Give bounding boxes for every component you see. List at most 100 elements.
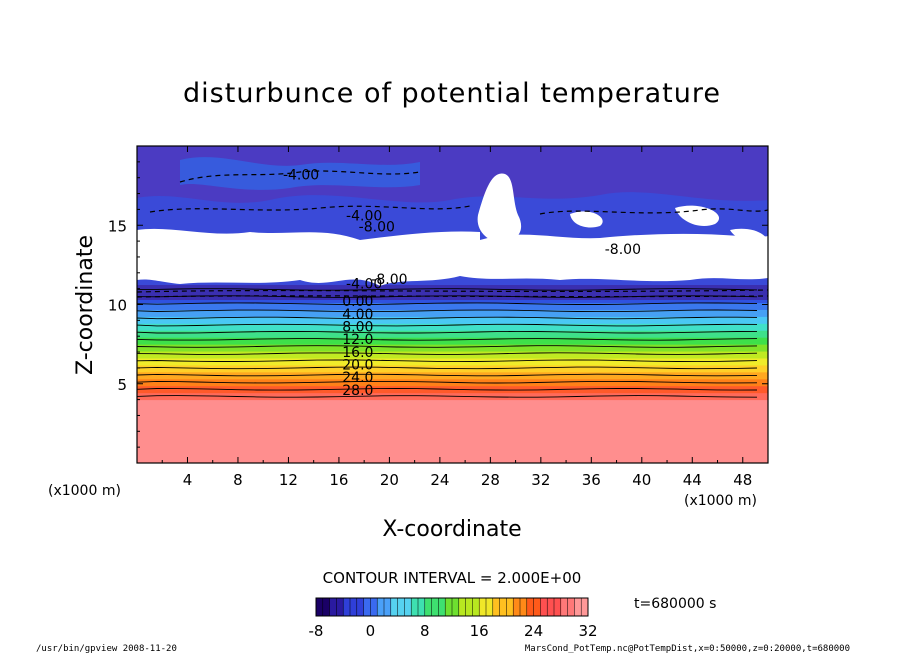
colorbar-tick-label: -8	[309, 622, 324, 640]
colorbar-tick-label: 24	[524, 622, 543, 640]
colorbar-swatch	[431, 598, 439, 616]
colorbar-swatch	[370, 598, 378, 616]
contour-labels: -4.00-4.00-8.00-8.00-8.00-4.000.004.008.…	[283, 167, 641, 399]
contour-label: -8.00	[605, 242, 641, 258]
contour-label: 16.0	[342, 345, 373, 361]
colorbar-swatch	[479, 598, 487, 616]
x-axis-title: X-coordinate	[382, 517, 521, 542]
contour-label: -4.00	[283, 167, 319, 183]
time-label: t=680000 s	[634, 596, 716, 612]
color-band	[137, 323, 768, 331]
colorbar-swatch	[390, 598, 398, 616]
y-tick-label: 10	[108, 297, 127, 315]
contour-label: -8.00	[371, 272, 407, 288]
negative-contours	[137, 170, 768, 298]
color-band	[137, 316, 768, 324]
contour-line	[137, 395, 758, 398]
y-tick-label: 15	[108, 217, 127, 235]
footer-left: /usr/bin/gpview 2008-11-20	[36, 644, 177, 654]
colorbar-swatch	[350, 598, 358, 616]
colorbar-swatch	[540, 598, 548, 616]
colorbar-swatch	[343, 598, 351, 616]
colorbar-swatch	[363, 598, 371, 616]
colorbar-frame	[315, 597, 589, 617]
colorbar-ticks: -8 0 8 16 24 32	[309, 622, 598, 640]
x-tick-label: 16	[329, 471, 348, 489]
colorbar-swatch	[567, 598, 575, 616]
x-tick-label: 28	[481, 471, 500, 489]
colorbar-swatch	[424, 598, 432, 616]
x-tick-label: 40	[632, 471, 651, 489]
missing-data-patch	[675, 205, 720, 227]
colorbar-swatch	[533, 598, 541, 616]
x-tick-label: 4	[183, 471, 193, 489]
colorbar-swatch	[574, 598, 582, 616]
x-tick-label: 32	[531, 471, 550, 489]
colorbar-swatch	[506, 598, 514, 616]
contour-label: -4.00	[346, 277, 382, 293]
warm-surface-layer	[137, 398, 768, 463]
color-band	[137, 302, 768, 310]
colorbar-swatch	[438, 598, 446, 616]
colorbar-swatch	[316, 598, 324, 616]
x-tick-label: 20	[380, 471, 399, 489]
missing-data-plume	[477, 173, 522, 243]
contour-line	[137, 330, 758, 334]
colorbar-swatch	[418, 598, 426, 616]
colorbar-tick-label: 32	[578, 622, 597, 640]
colorbar-swatch	[356, 598, 364, 616]
contour-line	[137, 295, 758, 298]
contour-label: 12.0	[342, 332, 373, 348]
colorbar-swatch	[384, 598, 392, 616]
colorbar-swatch	[329, 598, 337, 616]
colorbar-swatch	[520, 598, 528, 616]
colorbar-tick-label: 8	[420, 622, 430, 640]
colorbar-swatch	[322, 598, 330, 616]
blue-upper-patch	[180, 157, 420, 190]
colorbar-swatch	[554, 598, 562, 616]
colorbar-swatch	[397, 598, 405, 616]
colorbar-swatch	[411, 598, 419, 616]
positive-contours	[137, 288, 758, 398]
colorbar-swatch	[492, 598, 500, 616]
colorbar-swatch	[499, 598, 507, 616]
x-tick-label: 24	[430, 471, 449, 489]
colorbar-tick-label: 16	[470, 622, 489, 640]
colorbar-swatch	[547, 598, 555, 616]
purple-band-bottom	[137, 285, 768, 300]
contour-line	[137, 338, 758, 341]
colorbar-swatch	[336, 598, 344, 616]
contour-line	[137, 288, 758, 291]
contour-line	[137, 366, 758, 370]
contour-line	[137, 380, 758, 384]
colorbar-swatch	[452, 598, 460, 616]
contour-line	[137, 345, 758, 348]
x-tick-label: 8	[233, 471, 243, 489]
colorbar-swatch	[377, 598, 385, 616]
colorbar-swatch	[404, 598, 412, 616]
colorbar-swatch	[560, 598, 568, 616]
colorbar-swatch	[465, 598, 473, 616]
contour-line	[137, 352, 758, 355]
colorbar-tick-label: 0	[366, 622, 376, 640]
missing-data-patch	[570, 211, 603, 228]
contour-label: 20.0	[342, 357, 373, 373]
color-band	[137, 330, 768, 338]
color-band	[137, 337, 768, 345]
missing-data-patch	[730, 228, 768, 245]
contour-label: 8.00	[342, 319, 373, 335]
color-band	[137, 309, 768, 317]
contour-interval-text: CONTOUR INTERVAL = 2.000E+00	[323, 569, 582, 587]
x-axis: 4 8 12 16 20 24 28 32 36 40 44 48	[161, 146, 752, 489]
purple-upper-patch	[137, 146, 768, 203]
contour-label: -4.00	[346, 208, 382, 224]
contour-line	[137, 388, 758, 391]
colorbar-swatch	[526, 598, 534, 616]
colorbar-swatch	[472, 598, 480, 616]
x-unit-label-left: (x1000 m)	[48, 483, 121, 499]
contour-label: 28.0	[342, 383, 373, 399]
footer-right: MarsCond_PotTemp.nc@PotTempDist,x=0:5000…	[525, 644, 850, 654]
stratified-bands	[137, 288, 768, 401]
y-tick-label: 5	[117, 376, 127, 394]
contour-label: 24.0	[342, 370, 373, 386]
